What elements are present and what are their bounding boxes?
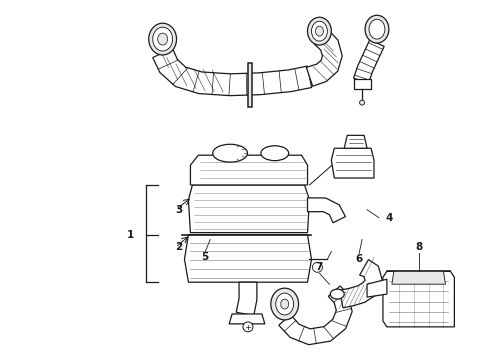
Polygon shape bbox=[354, 40, 384, 83]
Text: 7: 7 bbox=[316, 262, 323, 272]
Text: 1: 1 bbox=[127, 230, 135, 239]
Polygon shape bbox=[340, 260, 383, 308]
Ellipse shape bbox=[281, 299, 289, 309]
Text: 4: 4 bbox=[385, 213, 392, 223]
Polygon shape bbox=[248, 63, 252, 107]
Ellipse shape bbox=[158, 33, 168, 45]
Polygon shape bbox=[184, 235, 312, 282]
Ellipse shape bbox=[276, 293, 294, 315]
Text: 8: 8 bbox=[415, 243, 422, 252]
Text: 2: 2 bbox=[175, 243, 182, 252]
Text: 3: 3 bbox=[175, 205, 182, 215]
Polygon shape bbox=[306, 30, 342, 86]
Ellipse shape bbox=[365, 15, 389, 43]
Ellipse shape bbox=[153, 27, 172, 51]
Polygon shape bbox=[236, 282, 257, 316]
Polygon shape bbox=[308, 198, 345, 223]
Ellipse shape bbox=[271, 288, 298, 320]
Circle shape bbox=[243, 322, 253, 332]
Polygon shape bbox=[344, 135, 367, 148]
Polygon shape bbox=[331, 148, 374, 178]
Ellipse shape bbox=[312, 21, 327, 41]
Ellipse shape bbox=[261, 146, 289, 161]
Ellipse shape bbox=[369, 19, 385, 39]
Polygon shape bbox=[383, 271, 454, 327]
Ellipse shape bbox=[149, 23, 176, 55]
Polygon shape bbox=[367, 279, 387, 297]
Circle shape bbox=[360, 100, 365, 105]
Polygon shape bbox=[279, 286, 352, 345]
Polygon shape bbox=[153, 48, 312, 96]
Polygon shape bbox=[354, 79, 371, 89]
Ellipse shape bbox=[330, 289, 344, 299]
Polygon shape bbox=[229, 314, 265, 324]
Text: 6: 6 bbox=[355, 255, 363, 264]
Text: 5: 5 bbox=[202, 252, 209, 262]
Ellipse shape bbox=[316, 26, 323, 36]
Ellipse shape bbox=[213, 144, 247, 162]
Polygon shape bbox=[189, 185, 310, 233]
Polygon shape bbox=[392, 271, 445, 284]
Polygon shape bbox=[191, 155, 308, 185]
Ellipse shape bbox=[308, 17, 331, 45]
